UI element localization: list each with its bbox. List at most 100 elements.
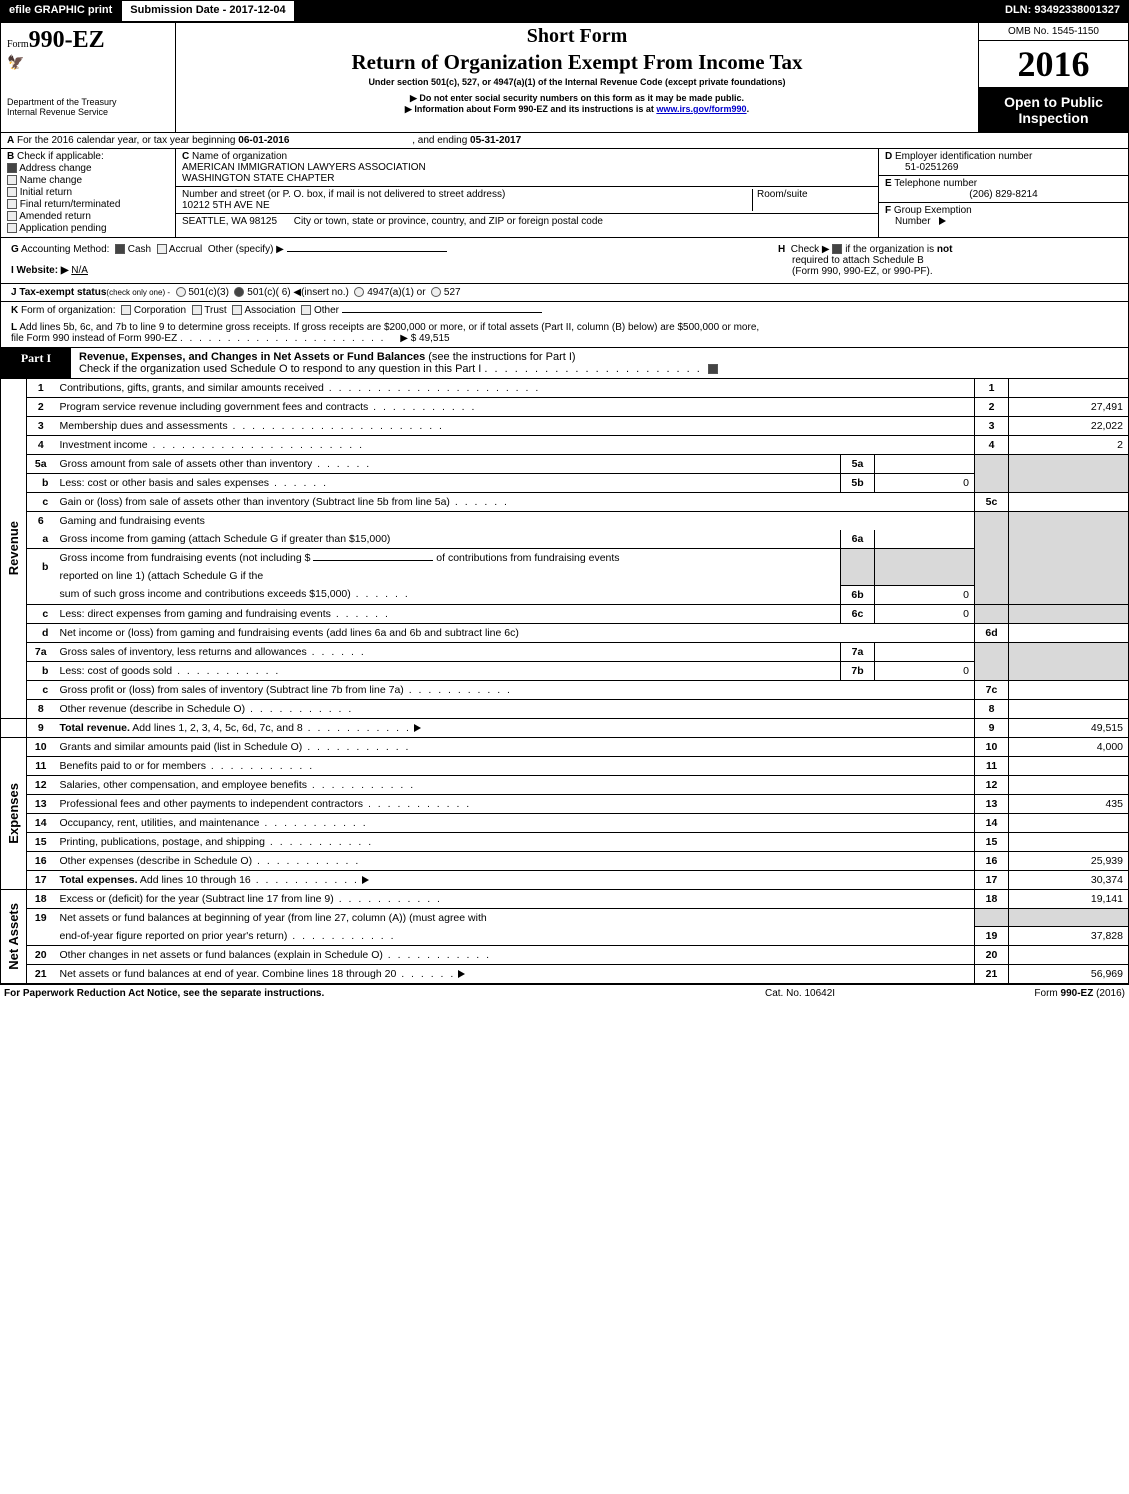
line-num: 7a [27, 642, 55, 661]
line-4: 4 Investment income 4 2 [1, 436, 1129, 455]
line-mbox: 6b [841, 585, 875, 604]
paperwork-notice: For Paperwork Reduction Act Notice, see … [4, 988, 765, 999]
line-mval: 0 [875, 661, 975, 680]
chk-label: Initial return [20, 187, 72, 198]
col-def: D Employer identification number 51-0251… [878, 149, 1128, 237]
radio-527[interactable] [431, 287, 441, 297]
line-6d: d Net income or (loss) from gaming and f… [1, 623, 1129, 642]
dots [331, 608, 390, 620]
line-16: 16 Other expenses (describe in Schedule … [1, 851, 1129, 870]
line-num: 14 [27, 813, 55, 832]
dots [148, 439, 364, 451]
line-9: 9 Total revenue. Add lines 1, 2, 3, 4, 5… [1, 718, 1129, 737]
k-trust[interactable] [192, 305, 202, 315]
line-12: 12 Salaries, other compensation, and emp… [1, 775, 1129, 794]
line-box: 1 [975, 379, 1009, 398]
irs-link[interactable]: www.irs.gov/form990 [656, 104, 746, 114]
chk-label: Address change [19, 163, 91, 174]
dots [363, 798, 471, 810]
grey-val [1009, 512, 1129, 605]
open-line1: Open to Public [981, 94, 1126, 110]
grey-box [975, 604, 1009, 623]
radio-4947[interactable] [354, 287, 364, 297]
line-box: 4 [975, 436, 1009, 455]
line-val: 27,491 [1009, 398, 1129, 417]
line-5b: b Less: cost or other basis and sales ex… [1, 474, 1129, 493]
line-21: 21 Net assets or fund balances at end of… [1, 965, 1129, 984]
header-mid: Short Form Return of Organization Exempt… [176, 23, 978, 132]
label-g: G [11, 244, 19, 255]
line-20: 20 Other changes in net assets or fund b… [1, 946, 1129, 965]
open-to-public: Open to Public Inspection [979, 87, 1128, 132]
line-desc: Salaries, other compensation, and employ… [60, 779, 307, 791]
line-num: 13 [27, 794, 55, 813]
dept-treasury: Department of the Treasury [7, 97, 169, 107]
line-val [1009, 379, 1129, 398]
open-line2: Inspection [981, 110, 1126, 126]
chk-final-return[interactable]: Final return/terminated [7, 199, 169, 210]
part1-title-sub: (see the instructions for Part I) [428, 351, 575, 363]
submission-date-value: 2017-12-04 [229, 4, 285, 16]
h-checkbox[interactable] [832, 244, 842, 254]
phone-block: E Telephone number (206) 829-8214 [879, 176, 1128, 203]
dots [228, 420, 444, 432]
line-3: 3 Membership dues and assessments 3 22,0… [1, 417, 1129, 436]
radio-accrual[interactable] [157, 244, 167, 254]
dots [269, 477, 328, 489]
chk-address-change[interactable]: Address change [7, 163, 169, 174]
grey-mval [875, 549, 975, 586]
radio-501c[interactable] [234, 287, 244, 297]
radio-501c3[interactable] [176, 287, 186, 297]
form-ref-pre: Form [1034, 988, 1060, 999]
info-post: . [747, 104, 750, 114]
line-7c: c Gross profit or (loss) from sales of i… [1, 680, 1129, 699]
row-j: J Tax-exempt status(check only one) - 50… [0, 284, 1129, 302]
chk-amended-return[interactable]: Amended return [7, 211, 169, 222]
dots [368, 401, 476, 413]
line-num: a [27, 530, 55, 549]
line-num: 6 [27, 512, 55, 531]
k-corp[interactable] [121, 305, 131, 315]
line-box: 8 [975, 699, 1009, 718]
line-num: 16 [27, 851, 55, 870]
chk-name-change[interactable]: Name change [7, 175, 169, 186]
line-desc: Gain or (loss) from sale of assets other… [60, 496, 450, 508]
website-value: N/A [71, 265, 88, 276]
submission-date: Submission Date - 2017-12-04 [121, 0, 294, 22]
dots [252, 855, 360, 867]
line-6c: c Less: direct expenses from gaming and … [1, 604, 1129, 623]
k-assoc[interactable] [232, 305, 242, 315]
part1-checkbox[interactable] [708, 364, 718, 374]
footer: For Paperwork Reduction Act Notice, see … [0, 984, 1129, 1002]
line-num: 15 [27, 832, 55, 851]
line-num: d [27, 623, 55, 642]
checkbox-icon [7, 211, 17, 221]
line-7b: b Less: cost of goods sold 7b 0 [1, 661, 1129, 680]
dots [351, 588, 410, 600]
other-line [287, 251, 447, 252]
line-desc: Other revenue (describe in Schedule O) [60, 703, 246, 715]
dots [302, 741, 410, 753]
line-num: 11 [27, 756, 55, 775]
line-box: 6d [975, 623, 1009, 642]
line-box: 20 [975, 946, 1009, 965]
line-desc: Gaming and fundraising events [60, 515, 205, 527]
irs-label: Internal Revenue Service [7, 107, 169, 117]
dots [180, 333, 385, 344]
line-desc: Gross income from gaming (attach Schedul… [60, 533, 391, 545]
chk-initial-return[interactable]: Initial return [7, 187, 169, 198]
line-desc: Less: direct expenses from gaming and fu… [60, 608, 331, 620]
line-6a: a Gross income from gaming (attach Sched… [1, 530, 1129, 549]
dots [206, 760, 314, 772]
radio-cash[interactable] [115, 244, 125, 254]
line-2: 2 Program service revenue including gove… [1, 398, 1129, 417]
k-text: Form of organization: [21, 305, 116, 316]
omb-number: OMB No. 1545-1150 [979, 23, 1128, 41]
dots [334, 893, 442, 905]
group-label: Group Exemption [894, 205, 972, 216]
chk-label: Name change [20, 175, 82, 186]
line-mbox: 5b [841, 474, 875, 493]
line-17: 17 Total expenses. Add lines 10 through … [1, 870, 1129, 889]
k-other[interactable] [301, 305, 311, 315]
chk-application-pending[interactable]: Application pending [7, 223, 169, 234]
